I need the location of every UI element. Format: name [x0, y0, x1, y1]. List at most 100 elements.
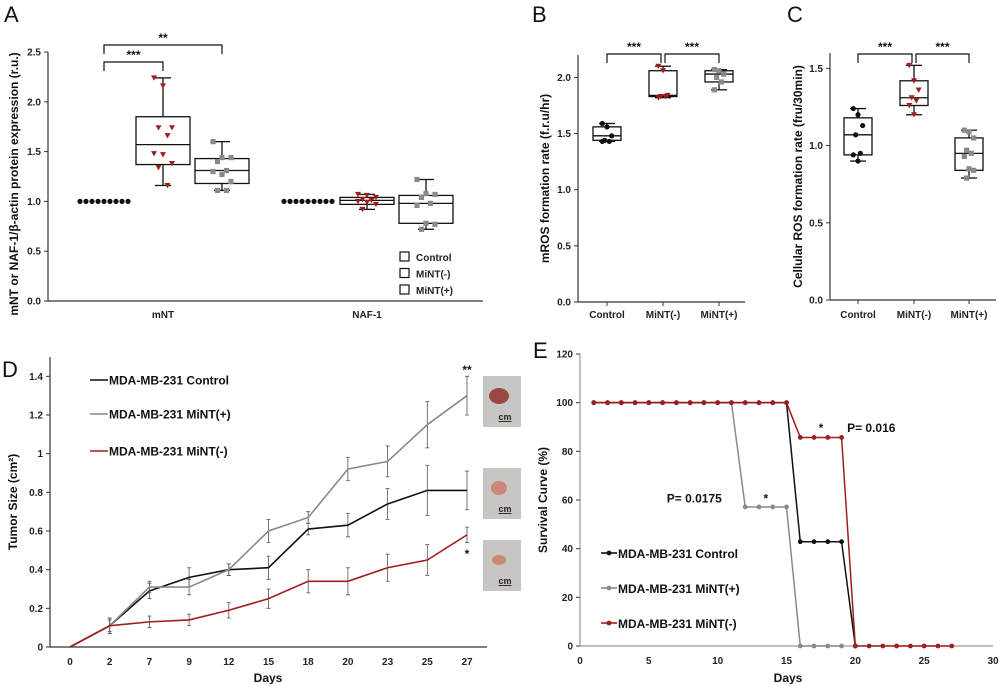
data-point	[729, 400, 734, 406]
data-point	[364, 199, 370, 206]
y-tick-label: 20	[562, 593, 574, 604]
x-tick-label: MiNT(+)	[951, 310, 988, 321]
significance-label: **	[158, 31, 168, 45]
data-point	[169, 125, 175, 131]
data-point	[797, 435, 803, 440]
x-tick-label: 12	[223, 657, 235, 668]
data-point	[971, 167, 977, 173]
data-point	[299, 198, 305, 204]
data-point	[971, 135, 977, 141]
tumor-image	[489, 388, 509, 404]
legend-label: MiNT(+)	[416, 286, 453, 297]
data-point	[219, 171, 225, 178]
significance-label: ***	[685, 40, 699, 54]
data-point	[908, 643, 913, 649]
data-point	[432, 221, 438, 227]
data-point	[880, 643, 886, 649]
series-path	[69, 534, 468, 648]
legend-swatch	[399, 251, 410, 262]
data-point	[618, 400, 624, 406]
data-point	[721, 71, 727, 77]
data-point	[662, 94, 669, 100]
x-tick-label: 20	[342, 657, 354, 668]
data-point	[591, 400, 597, 406]
y-tick-label: 2.0	[557, 73, 571, 84]
y-tick-label: 1.4	[29, 372, 43, 383]
data-point	[77, 198, 83, 204]
box	[648, 70, 678, 98]
data-point	[599, 120, 605, 127]
data-point	[414, 202, 420, 208]
box	[398, 194, 454, 224]
data-point	[107, 198, 113, 204]
series-line	[69, 464, 469, 648]
data-point	[742, 400, 748, 406]
data-point	[355, 191, 361, 198]
panel-label-a: A	[4, 2, 19, 27]
data-point	[811, 643, 817, 649]
data-point	[427, 200, 434, 206]
data-point	[160, 83, 166, 89]
series-path	[593, 401, 857, 647]
y-tick-label: 1.0	[557, 185, 571, 196]
data-point	[964, 175, 970, 181]
scale-label: cm	[498, 504, 511, 514]
data-point	[715, 400, 721, 406]
data-point	[418, 226, 425, 232]
data-point	[921, 643, 927, 649]
y-tick-label: 80	[562, 447, 574, 458]
box	[899, 80, 929, 107]
panel-label-d: D	[2, 357, 18, 382]
y-tick-label: 0.8	[29, 488, 43, 499]
data-point	[913, 98, 920, 104]
y-tick-label: 0.5	[27, 247, 41, 258]
panel-label-c: C	[787, 2, 803, 27]
x-tick-label: 23	[382, 657, 394, 668]
data-point	[852, 643, 858, 649]
data-point	[418, 194, 425, 201]
data-point	[961, 153, 967, 160]
x-tick-label: 15	[263, 657, 275, 668]
data-point	[151, 151, 157, 157]
x-axis-label: Days	[774, 671, 803, 684]
significance-label: ***	[935, 40, 949, 54]
x-tick-label: 27	[461, 657, 473, 668]
data-point	[599, 138, 605, 145]
legend-marker	[606, 620, 612, 626]
series-path	[69, 489, 467, 648]
data-point	[894, 643, 900, 649]
data-point	[911, 78, 917, 84]
data-point	[811, 539, 817, 545]
data-point	[364, 192, 370, 199]
data-point	[281, 198, 287, 204]
x-tick-label: 18	[303, 657, 315, 668]
legend-label: Control	[416, 253, 452, 264]
data-point	[632, 400, 638, 406]
y-tick-label: 0.6	[29, 527, 43, 538]
y-tick-label: 60	[562, 496, 574, 507]
data-point	[155, 125, 162, 131]
data-point	[811, 435, 817, 440]
data-point	[423, 220, 429, 226]
series-line	[69, 526, 469, 648]
boxes-b	[592, 63, 734, 145]
significance-bracket	[103, 61, 164, 71]
data-point	[223, 167, 230, 174]
significance-bracket	[606, 53, 662, 63]
data-point	[432, 191, 438, 198]
data-point	[711, 66, 717, 73]
data-point	[968, 150, 974, 156]
x-axis-label: Days	[254, 671, 283, 684]
data-point	[660, 400, 665, 406]
tumor-photo: cm	[483, 376, 521, 427]
data-point	[89, 198, 95, 204]
y-axis-label: mROS formation rate (f.r.u/hr)	[538, 94, 552, 263]
x-tick-label: 5	[646, 656, 652, 667]
legend-label: MDA-MB-231 MiNT(+)	[109, 408, 231, 422]
y-tick-label: 0.0	[27, 297, 41, 308]
data-point	[160, 152, 166, 158]
significance-label: *	[465, 547, 470, 561]
data-point	[742, 504, 748, 510]
x-tick-label: MiNT(-)	[897, 310, 931, 321]
scale-label: cm	[498, 576, 511, 586]
